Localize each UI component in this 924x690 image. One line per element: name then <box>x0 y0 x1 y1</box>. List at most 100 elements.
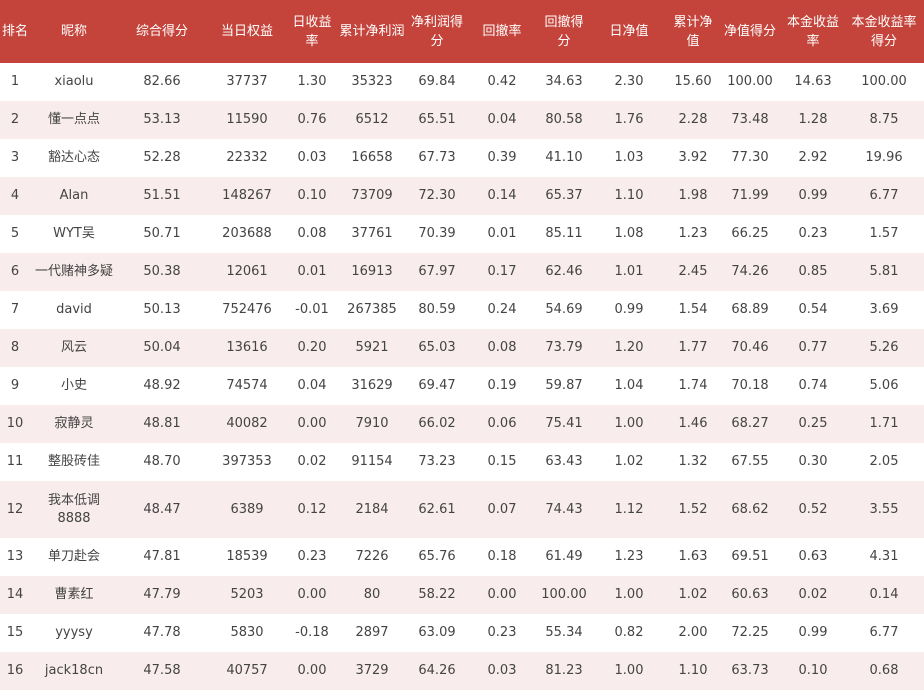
rank-cell: 15 <box>6 625 24 640</box>
table-cell: 1.52 <box>668 481 718 538</box>
table-cell: 50.71 <box>143 226 181 241</box>
table-cell: 0.23 <box>487 625 517 640</box>
table-cell: 0.23 <box>798 226 828 241</box>
column-header[interactable]: 净利润得分 <box>408 0 466 63</box>
table-cell: 0.01 <box>487 226 517 241</box>
table-cell: 6389 <box>206 481 288 538</box>
table-cell: 1.28 <box>782 101 844 139</box>
nickname-cell: 小史 <box>60 378 87 393</box>
table-cell: 100.00 <box>727 74 773 89</box>
table-cell: 65.37 <box>538 177 590 215</box>
table-cell: 0.02 <box>782 576 844 614</box>
table-row: 8 风云 50.04 13616 0.20 5921 65.03 0.08 73.79 1.20 1… <box>0 329 924 367</box>
table-cell: 1.46 <box>668 405 718 443</box>
table-cell: 0.08 <box>297 226 327 241</box>
table-cell: 0.54 <box>798 302 828 317</box>
rank-cell: 10 <box>0 405 30 443</box>
table-cell: 35323 <box>351 74 393 89</box>
table-cell: 80 <box>336 576 408 614</box>
column-header[interactable]: 本金收益率 <box>782 0 844 63</box>
column-header[interactable]: 排名 <box>0 0 30 63</box>
table-cell: 48.70 <box>143 454 181 469</box>
table-cell: 0.01 <box>288 253 336 291</box>
table-cell: 70.46 <box>718 329 782 367</box>
column-header[interactable]: 当日权益 <box>206 0 288 63</box>
table-cell: 18539 <box>226 549 268 564</box>
table-cell: 15.60 <box>674 74 712 89</box>
table-cell: 1.23 <box>678 226 708 241</box>
table-cell: 100.00 <box>538 576 590 614</box>
table-cell: 5.06 <box>869 378 899 393</box>
table-cell: 68.89 <box>731 302 769 317</box>
table-cell: 72.30 <box>408 177 466 215</box>
table-row: 4 Alan 51.51 148267 0.10 73709 72.30 0.14 65.37 1… <box>0 177 924 215</box>
table-cell: 1.23 <box>614 549 644 564</box>
column-header[interactable]: 回撤得分 <box>538 0 590 63</box>
table-cell: 0.68 <box>844 652 924 690</box>
table-cell: 40757 <box>206 652 288 690</box>
table-cell: 5.81 <box>844 253 924 291</box>
table-cell: 47.79 <box>118 576 206 614</box>
column-header[interactable]: 日净值 <box>590 0 668 63</box>
table-cell: 0.10 <box>288 177 336 215</box>
table-cell: 8.75 <box>844 101 924 139</box>
table-cell: 6512 <box>336 101 408 139</box>
table-cell: 55.34 <box>545 625 583 640</box>
table-cell: 1.98 <box>668 177 718 215</box>
table-cell: 1.08 <box>614 226 644 241</box>
table-row: 9 小史 48.92 74574 0.04 31629 69.47 0.19 59.87 1.04… <box>0 367 924 405</box>
column-header[interactable]: 回撤率 <box>466 0 538 63</box>
table-cell: 69.51 <box>731 549 769 564</box>
column-header[interactable]: 净值得分 <box>718 0 782 63</box>
column-header[interactable]: 累计净利润 <box>336 0 408 63</box>
column-header[interactable]: 昵称 <box>30 0 118 63</box>
column-header[interactable]: 本金收益率得分 <box>844 0 924 63</box>
rank-cell: 7 <box>10 302 20 317</box>
table-row: 13 单刀赴会 47.81 18539 0.23 7226 65.76 0.18 61.49 1.… <box>0 538 924 576</box>
table-cell: 68.62 <box>718 481 782 538</box>
table-cell: 75.41 <box>538 405 590 443</box>
table-cell: 5921 <box>336 329 408 367</box>
table-header-row: 排名 昵称 综合得分 当日权益 日收益率 累计净利润 净利润得分 回撤率 回撤得分 日净值 累计净值… <box>0 0 924 63</box>
table-cell: 0.03 <box>297 150 327 165</box>
rank-cell: 4 <box>0 177 30 215</box>
rank-cell: 14 <box>0 576 30 614</box>
table-cell: 1.00 <box>590 405 668 443</box>
table-row: 3 豁达心态 52.28 22332 0.03 16658 67.73 0.39 41.10 1.… <box>0 139 924 177</box>
table-cell: 65.03 <box>408 329 466 367</box>
column-header[interactable]: 综合得分 <box>118 0 206 63</box>
table-cell: 2.92 <box>798 150 828 165</box>
table-cell: 0.76 <box>288 101 336 139</box>
rank-cell: 3 <box>10 150 20 165</box>
rank-cell: 11 <box>6 454 24 469</box>
nickname-cell: yyysy <box>55 625 93 640</box>
table-cell: 47.58 <box>118 652 206 690</box>
table-cell: 5203 <box>206 576 288 614</box>
table-cell: 0.00 <box>288 652 336 690</box>
table-cell: 67.55 <box>731 454 769 469</box>
table-cell: -0.18 <box>295 625 329 640</box>
table-cell: 16658 <box>351 150 393 165</box>
table-cell: 1.04 <box>614 378 644 393</box>
table-cell: 397353 <box>222 454 272 469</box>
rank-cell: 16 <box>0 652 30 690</box>
table-cell: 2.45 <box>668 253 718 291</box>
table-cell: 66.25 <box>731 226 769 241</box>
table-cell: 2.05 <box>869 454 899 469</box>
table-row: 7 david 50.13 752476 -0.01 267385 80.59 0.24 54.… <box>0 291 924 329</box>
table-cell: 63.73 <box>718 652 782 690</box>
table-cell: 1.10 <box>590 177 668 215</box>
table-cell: 0.19 <box>487 378 517 393</box>
table-cell: 3.55 <box>844 481 924 538</box>
table-row: 16 jack18cn 47.58 40757 0.00 3729 64.26 0.03 81.… <box>0 652 924 690</box>
table-cell: 63.09 <box>418 625 456 640</box>
table-cell: 16913 <box>336 253 408 291</box>
table-cell: 47.78 <box>143 625 181 640</box>
table-cell: 2897 <box>355 625 389 640</box>
table-cell: 65.51 <box>408 101 466 139</box>
table-cell: 50.38 <box>118 253 206 291</box>
table-cell: 22332 <box>226 150 268 165</box>
column-header[interactable]: 累计净值 <box>668 0 718 63</box>
column-header[interactable]: 日收益率 <box>288 0 336 63</box>
table-cell: 1.01 <box>590 253 668 291</box>
